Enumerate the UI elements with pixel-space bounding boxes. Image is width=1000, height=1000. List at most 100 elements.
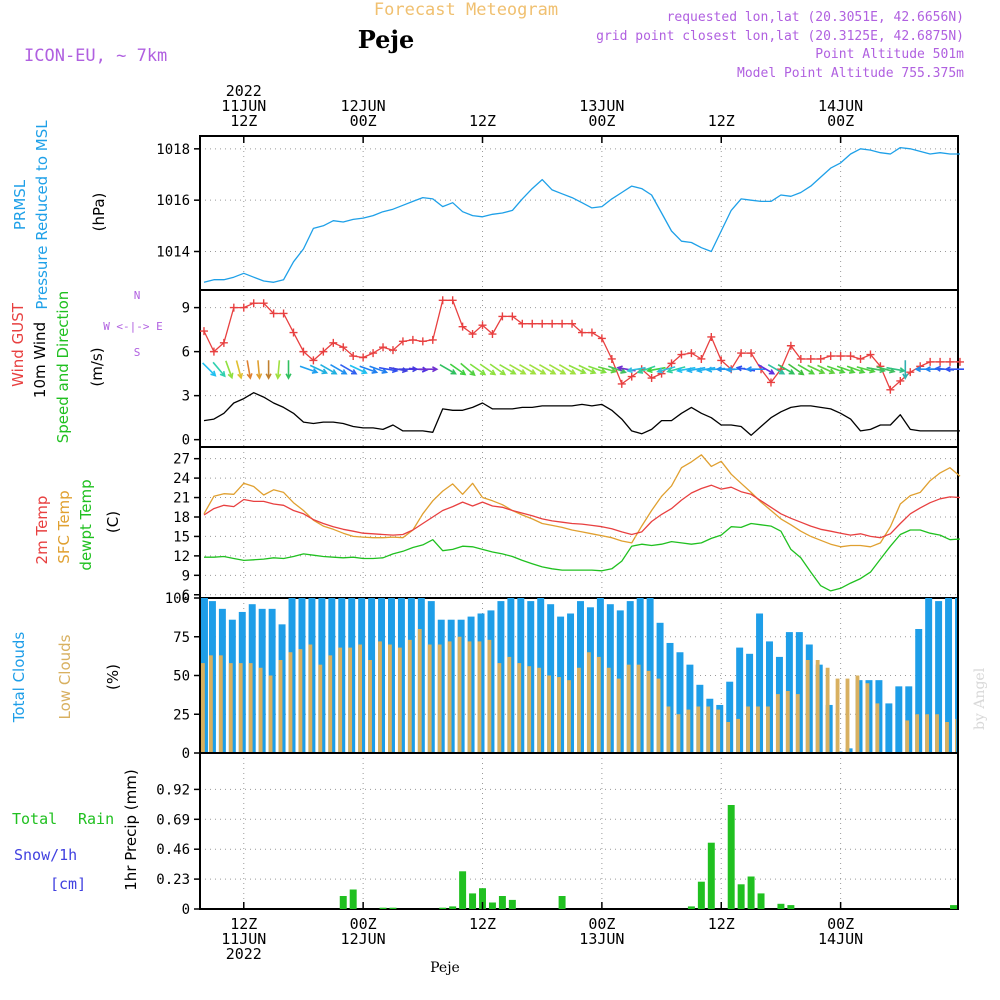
top-time-label: 14JUN [818,97,863,115]
gust-marker [747,349,756,358]
low-cloud-bar [388,644,392,753]
gust-marker [558,319,567,328]
precip-bar [479,888,486,909]
wind-arrow [235,360,244,380]
gust-marker [816,354,825,363]
total-cloud-bar [756,613,764,753]
wind-arrow [636,365,656,374]
low-cloud-bar [656,678,661,753]
low-cloud-bar [358,644,362,753]
wind-arrow [846,365,866,374]
gust-marker [458,322,467,331]
snow-label: Snow/1h [14,846,77,864]
precip-bar [777,903,785,909]
low-cloud-bar [527,666,532,753]
top-time-label: 12Z [469,112,496,130]
pressure-msl-label: Pressure Reduced to MSL [33,120,51,310]
gust-marker [279,309,288,318]
precip-frame [199,752,959,910]
low-cloud-bar [407,639,412,753]
low-cloud-bar [736,718,741,753]
wind-arrow [944,366,964,373]
gust-marker [209,347,218,356]
gust-marker [677,350,686,359]
bottom-time-label: 12Z [469,915,496,933]
wind-arrow [548,364,567,375]
temp-2m-label: 2m Temp [33,496,51,565]
bottom-time-label: 12JUN [341,930,386,948]
bottom-time-label: 00Z [827,915,854,933]
temp-tick-label: 15 [173,529,190,545]
low-cloud-bar [676,714,681,753]
temp-tick-label: 9 [182,568,190,584]
wind-arrow [797,364,816,375]
gust-marker [398,337,407,346]
gust-marker [498,312,507,321]
precip-bar [697,881,705,909]
compass-west-east: W <-|-> E [103,320,163,333]
total-cloud-bar [915,629,923,753]
precip-bar [707,842,715,909]
gust-marker [299,347,308,356]
low-cloud-bar [775,694,780,753]
low-cloud-bar [616,678,621,753]
wind-arrow [359,365,379,374]
clouds-panel: 0 25 50 75 100 [165,591,959,762]
gust-marker [866,350,875,359]
gust-marker [379,343,388,352]
precip-bar [558,896,566,909]
snow-unit-label: [cm] [50,875,86,893]
low-cloud-bar [278,660,283,753]
pressure-unit-label: (hPa) [90,193,108,232]
gust-marker [627,372,636,381]
low-cloud-bar [955,718,957,753]
low-cloud-bar [467,641,472,753]
temp-sfc-label: SFC Temp [55,490,73,563]
model-altitude: Model Point Altitude 755.375m [737,66,964,81]
plot-area: 1014 1016 1018 0 3 6 9 6 9 12 15 18 21 24 27 0 25 50 75 100… [156,135,964,918]
gust-marker [339,343,348,352]
dewpoint-line [204,522,961,592]
wind-arrow [309,364,328,375]
wind-arrow [558,364,577,375]
compass-south: S [134,346,141,359]
low-cloud-bar [517,663,522,753]
location-title: Peje [358,25,415,54]
wind-arrow [695,366,716,374]
precip-panel-labels: 1hr Precip (mm) Total Rain Snow/1h [cm] [12,769,140,893]
low-cloud-bar [855,675,860,753]
low-cloud-bar [497,663,502,753]
gust-marker [349,352,358,361]
precip-bar [787,905,795,909]
top-time-label: 00Z [588,112,615,130]
precip-bar [757,893,765,909]
gust-marker [597,334,606,343]
wind-arrow [479,363,497,376]
gust-marker [707,332,716,341]
gust-marker [786,341,795,350]
gust-marker [607,354,616,363]
low-cloud-bar [756,706,760,753]
temp-unit-label: (C) [104,511,122,533]
precip-bar [379,907,387,909]
bottom-time-label: 2022 [226,945,262,963]
gust-marker [647,374,656,383]
gust-marker [309,356,318,365]
wind-arrow [807,364,826,375]
low-cloud-bar [201,663,205,753]
low-cloud-bar [368,660,372,753]
gust-marker [936,357,945,366]
wind-arrow [597,366,618,374]
gust-marker [886,385,895,394]
gust-marker [826,352,835,361]
gust-marker [488,330,497,339]
total-cloud-bar [905,686,913,753]
gust-marker [548,319,557,328]
grid-point-coords: grid point closest lon,lat (20.3125E, 42… [596,29,964,44]
low-cloud-bar [935,714,939,753]
wind-arrow [757,364,776,375]
low-cloud-bar [726,722,731,753]
gust-marker [239,303,248,312]
low-cloud-bar [437,644,442,753]
low-cloud-bar [208,655,213,753]
